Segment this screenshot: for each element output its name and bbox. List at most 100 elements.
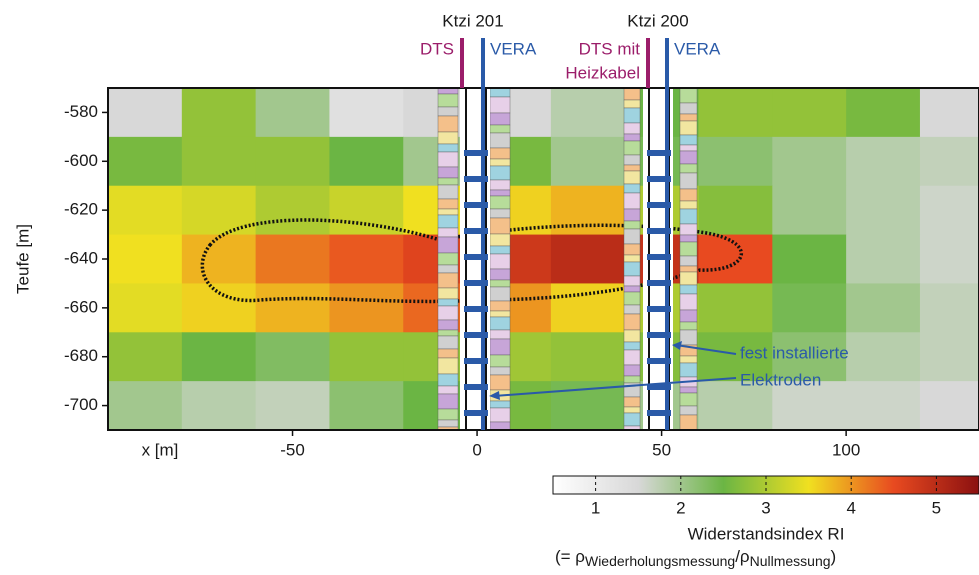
lithology-band xyxy=(624,276,640,286)
field-cell xyxy=(699,88,773,137)
field-cell xyxy=(846,235,920,284)
lithology-band xyxy=(490,148,510,159)
lithology-band xyxy=(680,322,697,330)
lithology-band xyxy=(438,330,458,336)
field-cell xyxy=(256,235,330,284)
lithology-band xyxy=(438,209,458,215)
lithology-band xyxy=(624,305,640,314)
lithology-band xyxy=(438,178,458,185)
chart: Ktzi 201 DTS VERA Ktzi 200 DTS mit Heizk… xyxy=(0,0,979,575)
lithology-band xyxy=(438,336,458,349)
lithology-band xyxy=(438,306,458,320)
lithology-band xyxy=(680,330,697,345)
lithology-band xyxy=(438,265,458,273)
lithology-band xyxy=(624,108,640,123)
lithology-band xyxy=(680,356,697,363)
lithology-band xyxy=(490,375,510,390)
lithology-band xyxy=(680,145,697,151)
lithology-band xyxy=(624,413,640,426)
lithology-band xyxy=(438,94,458,107)
lithology-band xyxy=(624,330,640,342)
field-cell xyxy=(846,332,920,381)
lithology-band xyxy=(490,355,510,367)
colorbar-tick-label: 1 xyxy=(591,498,600,517)
lithology-band xyxy=(624,184,640,193)
electrode-label: Elektroden xyxy=(740,370,821,389)
field-cell xyxy=(699,235,773,284)
lithology-band xyxy=(680,256,697,266)
colorbar-tick-label: 4 xyxy=(846,498,855,517)
lithology-band xyxy=(438,152,458,167)
electrode-label: fest installierte xyxy=(740,343,849,362)
lithology-band xyxy=(624,342,640,350)
lithology-band xyxy=(490,180,510,190)
field-cell xyxy=(256,283,330,332)
field-cell xyxy=(772,235,846,284)
field-cell xyxy=(182,283,256,332)
resistivity-field xyxy=(108,88,979,431)
field-cell xyxy=(699,283,773,332)
field-cell xyxy=(329,283,403,332)
vera-label: VERA xyxy=(674,39,721,58)
field-cell xyxy=(920,137,979,186)
lithology-band xyxy=(624,209,640,221)
lithology-band xyxy=(490,218,510,234)
lithology-band xyxy=(680,285,697,294)
vera-label: VERA xyxy=(490,39,537,58)
field-cell xyxy=(920,88,979,137)
lithology-band xyxy=(438,199,458,209)
lithology-band xyxy=(438,358,458,374)
lithology-band xyxy=(680,135,697,145)
lithology-band xyxy=(438,228,458,237)
lithology-band xyxy=(490,408,510,422)
lithology-band xyxy=(624,314,640,330)
lithology-band xyxy=(438,386,458,394)
well-label: Ktzi 200 xyxy=(627,11,688,30)
lithology-band xyxy=(490,301,510,311)
lithology-band xyxy=(490,166,510,180)
lithology-band xyxy=(624,286,640,292)
field-cell xyxy=(182,235,256,284)
lithology-band xyxy=(680,151,697,164)
field-cell xyxy=(256,137,330,186)
field-cell xyxy=(182,88,256,137)
field-cell xyxy=(920,186,979,235)
lithology-band xyxy=(490,246,510,254)
lithology-band xyxy=(438,144,458,152)
lithology-band xyxy=(680,189,697,201)
x-axis-label: x [m] xyxy=(142,440,179,459)
y-tick-label: -660 xyxy=(64,297,98,316)
lithology-band xyxy=(438,349,458,358)
lithology-band xyxy=(438,132,458,144)
field-cell xyxy=(108,381,182,430)
dts-label: Heizkabel xyxy=(565,63,640,82)
field-cell xyxy=(846,186,920,235)
lithology-band xyxy=(680,103,697,114)
lithology-band xyxy=(624,141,640,155)
field-cell xyxy=(846,88,920,137)
field-cell xyxy=(772,137,846,186)
lithology-band xyxy=(624,171,640,184)
lithology-band xyxy=(624,100,640,108)
lithology-band xyxy=(624,123,640,134)
field-cell xyxy=(182,332,256,381)
field-cell xyxy=(920,283,979,332)
field-cell xyxy=(846,137,920,186)
field-cell xyxy=(329,332,403,381)
colorbar-tick-label: 3 xyxy=(761,498,770,517)
y-axis-label: Teufe [m] xyxy=(13,224,32,294)
lithology-band xyxy=(624,292,640,305)
lithology-band xyxy=(624,376,640,383)
lithology-band xyxy=(490,401,510,408)
lithology-band xyxy=(490,367,510,375)
lithology-band xyxy=(490,254,510,269)
lithology-band xyxy=(490,133,510,148)
y-tick-label: -680 xyxy=(64,346,98,365)
lithology-band xyxy=(680,393,697,406)
lithology-band xyxy=(624,350,640,365)
lithology-band xyxy=(438,107,458,116)
field-cell xyxy=(772,186,846,235)
lithology-band xyxy=(490,190,510,196)
field-cell xyxy=(256,88,330,137)
field-cell xyxy=(329,381,403,430)
